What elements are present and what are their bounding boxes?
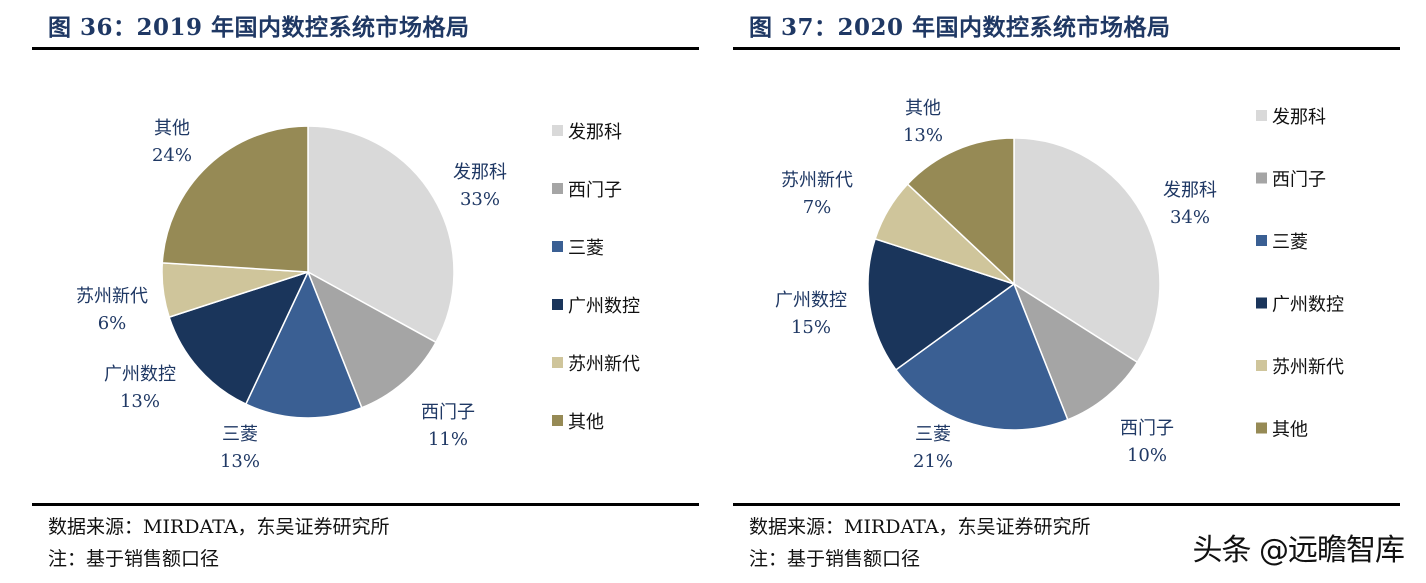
slice-label-value: 33% [460, 189, 500, 210]
slice-label-name: 三菱 [222, 424, 258, 445]
slice-label-value: 6% [98, 313, 127, 334]
legend-swatch [552, 357, 563, 368]
slice-label-value: 10% [1127, 445, 1167, 466]
legend-label: 发那科 [568, 122, 622, 143]
legend-swatch [552, 183, 563, 194]
slice-label-name: 发那科 [1163, 180, 1217, 201]
slice-label-name: 三菱 [915, 424, 951, 445]
pie-slice-0 [307, 125, 455, 344]
legend-label: 广州数控 [1272, 295, 1344, 316]
slice-label-name: 其他 [905, 98, 941, 119]
legend-label: 发那科 [1272, 107, 1326, 128]
pie-slice-1 [1012, 282, 1139, 421]
slice-label-value: 21% [913, 451, 953, 472]
slice-label-value: 7% [803, 197, 832, 218]
slice-label-name: 西门子 [1120, 418, 1174, 439]
legend-label: 苏州新代 [1272, 357, 1344, 378]
legend-swatch [552, 415, 563, 426]
legend-label: 其他 [1272, 420, 1308, 441]
footnote: 注：基于销售额口径 [749, 548, 921, 570]
data-source: 数据来源：MIRDATA，东吴证券研究所 [749, 516, 1091, 538]
slice-label-value: 13% [220, 451, 260, 472]
slice-label-value: 13% [120, 391, 160, 412]
legend-swatch [552, 241, 563, 252]
slice-label-value: 15% [791, 317, 831, 338]
legend-label: 广州数控 [568, 296, 640, 317]
slice-label-name: 西门子 [421, 402, 475, 423]
pie-chart-2020: 发那科34%西门子10%三菱21%广州数控15%苏州新代7%其他13%发那科西门… [775, 98, 1344, 472]
legend-swatch [1256, 235, 1267, 246]
slice-label-value: 13% [903, 125, 943, 146]
slice-label-name: 广州数控 [775, 290, 847, 311]
chart-title: 图 36：2019 年国内数控系统市场格局 [48, 14, 470, 41]
slice-label-name: 其他 [154, 118, 190, 139]
legend-label: 西门子 [1272, 170, 1326, 191]
legend-label: 三菱 [568, 238, 604, 259]
pie-slice-5 [161, 125, 309, 273]
slice-label-name: 苏州新代 [781, 170, 853, 191]
legend-swatch [1256, 172, 1267, 184]
pie-slice-1 [306, 270, 437, 409]
legend-label: 西门子 [568, 180, 622, 201]
legend-swatch [1256, 297, 1267, 309]
legend-label: 其他 [568, 412, 604, 433]
legend-swatch [1256, 360, 1267, 371]
legend-label: 苏州新代 [568, 354, 640, 375]
pie-chart-2019: 发那科 33% 西门子 11% 三菱 13% 广州数控 13% 苏州新代 6% 其他 24% 发那科西门… [76, 118, 640, 472]
slice-label-name: 广州数控 [104, 364, 176, 385]
slice-label-name: 发那科 [453, 162, 507, 183]
footer-rule [733, 503, 1400, 506]
chart-title: 图 37：2020 年国内数控系统市场格局 [749, 14, 1171, 41]
slice-label-value: 11% [428, 429, 468, 450]
title-rule [32, 47, 699, 50]
slice-label-value: 34% [1170, 207, 1210, 228]
slice-label-name: 苏州新代 [76, 286, 148, 307]
pie-slice-0 [1013, 137, 1161, 364]
data-source: 数据来源：MIRDATA，东吴证券研究所 [48, 516, 390, 538]
legend-label: 三菱 [1272, 232, 1308, 253]
legend-swatch [1256, 422, 1267, 434]
legend-swatch [1256, 110, 1267, 121]
legend-swatch [552, 125, 563, 136]
pie-slice-5 [906, 137, 1015, 286]
legend-swatch [552, 299, 563, 310]
pie-slice-3 [168, 270, 310, 406]
pie-slice-2 [894, 282, 1069, 431]
pie-slice-2 [244, 270, 363, 419]
pie-slice-3 [867, 237, 1016, 371]
footer-rule [32, 503, 699, 506]
title-rule [733, 47, 1400, 50]
slice-label-value: 24% [152, 145, 192, 166]
watermark: 头条 @远瞻智库 [1192, 533, 1405, 568]
chart-panel-2020: 图 37：2020 年国内数控系统市场格局 发那科 34% 西门子 10% 三菱 21% 广… [713, 0, 1426, 583]
chart-panel-2019: 图 36：2019 年国内数控系统市场格局 发那科 33% 西门子 11% 三菱 13% 广… [32, 14, 699, 570]
footnote: 注：基于销售额口径 [48, 548, 220, 570]
